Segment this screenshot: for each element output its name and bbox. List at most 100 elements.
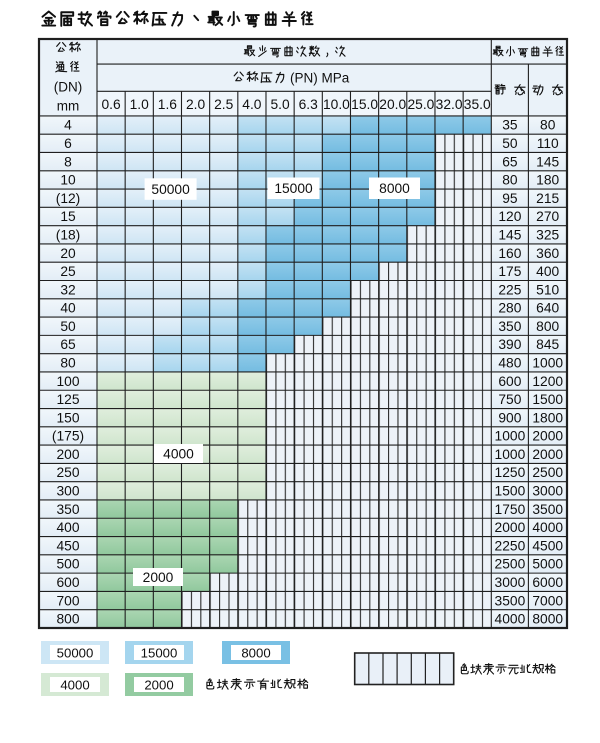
svg-text:6.3: 6.3 <box>299 97 319 112</box>
svg-text:2000: 2000 <box>495 520 526 535</box>
svg-text:350: 350 <box>498 319 521 334</box>
svg-text:8: 8 <box>64 154 72 169</box>
svg-text:4000: 4000 <box>163 446 194 461</box>
svg-text:145: 145 <box>498 228 521 243</box>
svg-text:280: 280 <box>498 301 521 316</box>
svg-text:mm: mm <box>57 99 80 114</box>
svg-text:400: 400 <box>536 264 559 279</box>
svg-text:2000: 2000 <box>532 447 563 462</box>
svg-text:1750: 1750 <box>495 502 526 517</box>
svg-text:6: 6 <box>64 136 72 151</box>
svg-text:10.0: 10.0 <box>323 97 350 112</box>
svg-text:1000: 1000 <box>495 447 526 462</box>
svg-text:80: 80 <box>502 173 518 188</box>
svg-text:2.5: 2.5 <box>214 97 234 112</box>
svg-text:270: 270 <box>536 209 559 224</box>
svg-text:65: 65 <box>60 337 76 352</box>
svg-text:(175): (175) <box>52 429 84 444</box>
svg-text:3000: 3000 <box>532 484 563 499</box>
svg-text:2000: 2000 <box>143 570 174 585</box>
svg-text:4.0: 4.0 <box>242 97 262 112</box>
svg-text:125: 125 <box>56 392 79 407</box>
svg-text:110: 110 <box>537 136 559 151</box>
svg-text:250: 250 <box>56 465 79 480</box>
svg-text:15: 15 <box>60 209 76 224</box>
svg-text:150: 150 <box>56 410 79 425</box>
svg-text:80: 80 <box>540 118 556 133</box>
svg-text:65: 65 <box>502 154 518 169</box>
svg-text:6000: 6000 <box>532 575 563 590</box>
svg-text:7000: 7000 <box>532 593 563 608</box>
svg-text:390: 390 <box>498 337 521 352</box>
svg-text:2500: 2500 <box>532 465 563 480</box>
svg-text:3000: 3000 <box>495 575 526 590</box>
svg-text:8000: 8000 <box>241 645 270 660</box>
svg-text:25.0: 25.0 <box>407 97 434 112</box>
svg-text:4000: 4000 <box>532 520 563 535</box>
svg-text:1000: 1000 <box>495 429 526 444</box>
svg-text:(PN) MPa: (PN) MPa <box>290 71 350 86</box>
svg-text:50000: 50000 <box>151 182 190 197</box>
svg-text:845: 845 <box>536 337 559 352</box>
svg-text:20: 20 <box>60 246 76 261</box>
svg-text:32.0: 32.0 <box>436 97 463 112</box>
svg-text:3500: 3500 <box>495 593 526 608</box>
svg-text:500: 500 <box>56 557 79 572</box>
svg-text:25: 25 <box>60 264 76 279</box>
svg-text:200: 200 <box>56 447 79 462</box>
svg-text:1800: 1800 <box>532 410 563 425</box>
svg-text:(12): (12) <box>56 191 81 206</box>
svg-text:100: 100 <box>56 374 79 389</box>
svg-text:2500: 2500 <box>495 557 526 572</box>
svg-text:1500: 1500 <box>495 484 526 499</box>
svg-text:2000: 2000 <box>144 677 173 692</box>
svg-text:20.0: 20.0 <box>379 97 406 112</box>
svg-text:8000: 8000 <box>379 181 410 196</box>
svg-text:400: 400 <box>56 520 79 535</box>
svg-text:4000: 4000 <box>495 612 526 627</box>
svg-text:450: 450 <box>56 538 79 553</box>
svg-text:8000: 8000 <box>532 612 563 627</box>
svg-text:510: 510 <box>536 282 559 297</box>
svg-text:50: 50 <box>502 136 518 151</box>
svg-text:80: 80 <box>60 356 76 371</box>
svg-text:4: 4 <box>64 118 72 133</box>
svg-text:350: 350 <box>56 502 79 517</box>
svg-text:1000: 1000 <box>532 356 563 371</box>
svg-text:175: 175 <box>498 264 521 279</box>
svg-text:15.0: 15.0 <box>351 97 378 112</box>
svg-text:95: 95 <box>502 191 518 206</box>
svg-text:1250: 1250 <box>495 465 526 480</box>
svg-text:50000: 50000 <box>57 645 94 660</box>
svg-text:215: 215 <box>536 191 559 206</box>
svg-text:225: 225 <box>498 282 521 297</box>
svg-text:4500: 4500 <box>532 538 563 553</box>
svg-text:10: 10 <box>60 173 76 188</box>
svg-text:35: 35 <box>502 118 518 133</box>
svg-text:50: 50 <box>60 319 76 334</box>
svg-text:800: 800 <box>56 612 79 627</box>
svg-text:5000: 5000 <box>532 557 563 572</box>
svg-text:750: 750 <box>498 392 521 407</box>
svg-text:700: 700 <box>56 593 79 608</box>
svg-text:640: 640 <box>536 301 559 316</box>
svg-text:3500: 3500 <box>532 502 563 517</box>
svg-text:900: 900 <box>498 410 521 425</box>
svg-text:600: 600 <box>498 374 521 389</box>
svg-text:(DN): (DN) <box>54 80 83 95</box>
svg-text:160: 160 <box>498 246 521 261</box>
svg-text:5.0: 5.0 <box>271 97 291 112</box>
svg-text:4000: 4000 <box>60 677 89 692</box>
svg-text:1200: 1200 <box>532 374 563 389</box>
svg-text:35.0: 35.0 <box>464 97 491 112</box>
svg-text:480: 480 <box>498 356 521 371</box>
svg-text:2000: 2000 <box>532 429 563 444</box>
svg-text:120: 120 <box>498 209 521 224</box>
svg-text:1.0: 1.0 <box>130 97 150 112</box>
svg-text:360: 360 <box>536 246 559 261</box>
svg-text:325: 325 <box>536 228 559 243</box>
svg-text:1500: 1500 <box>532 392 563 407</box>
svg-text:180: 180 <box>536 173 559 188</box>
svg-text:600: 600 <box>56 575 79 590</box>
svg-text:(18): (18) <box>56 228 81 243</box>
